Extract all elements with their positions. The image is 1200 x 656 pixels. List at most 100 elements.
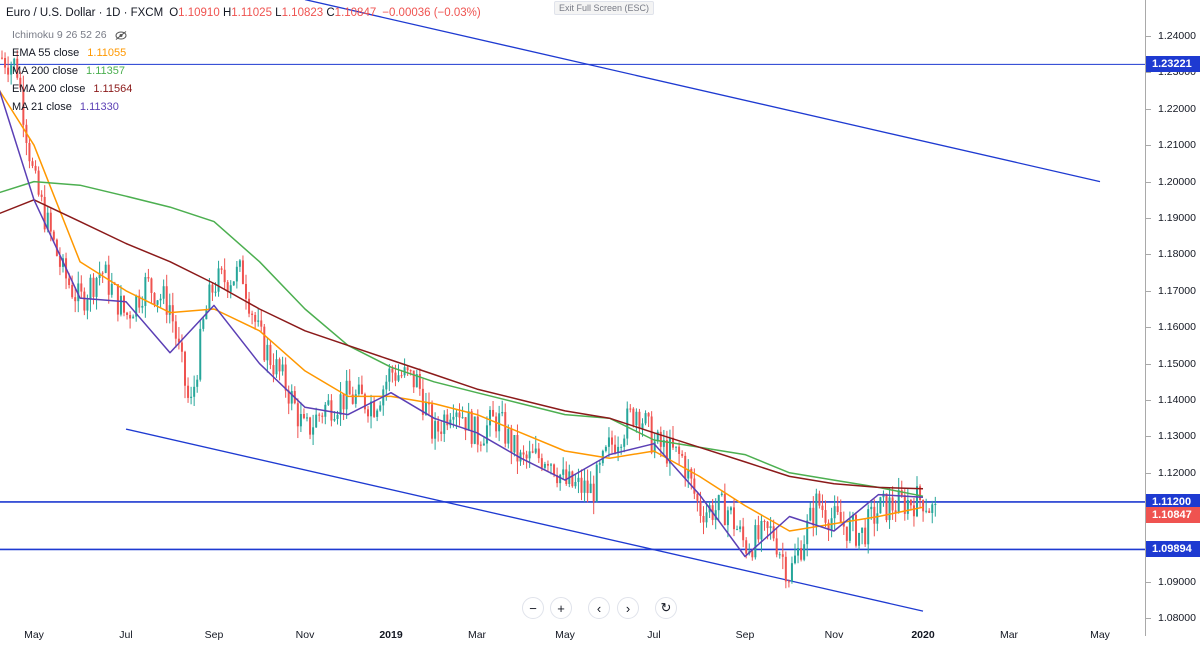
indicator-ma21[interactable]: MA 21 close 1.11330 xyxy=(12,98,132,116)
candle-body xyxy=(241,260,244,284)
time-axis[interactable]: May Jul Sep Nov 2019 Mar May Jul Sep Nov 2020 Mar Ma… xyxy=(0,620,1145,656)
candle-body xyxy=(104,264,107,273)
candle-body xyxy=(370,401,373,417)
candle-body xyxy=(827,522,830,530)
candle-body xyxy=(656,431,659,442)
zoom-in-button[interactable]: + xyxy=(550,597,572,619)
candle-body xyxy=(464,417,467,431)
moving-average-line xyxy=(0,199,924,490)
candle-body xyxy=(851,514,854,520)
candle-body xyxy=(4,57,7,68)
candle-body xyxy=(778,554,781,556)
candle-body xyxy=(583,480,586,493)
price-tick-mark xyxy=(1146,36,1151,37)
indicator-ma200[interactable]: MA 200 close 1.11357 xyxy=(12,62,132,80)
candle-body xyxy=(577,477,580,482)
trendline xyxy=(304,0,1101,183)
candle-body xyxy=(418,374,421,389)
candle-body xyxy=(550,464,552,466)
candle-body xyxy=(659,431,662,447)
candle-body xyxy=(31,161,34,166)
candle-body xyxy=(501,412,504,414)
candle-body xyxy=(693,478,696,494)
candle-body xyxy=(302,414,305,419)
candle-body xyxy=(586,480,589,494)
price-tick-mark xyxy=(1146,327,1151,329)
candle-body xyxy=(516,435,519,462)
candle-body xyxy=(376,410,379,417)
price-tick-label: 1.20000 xyxy=(1158,175,1196,188)
candle-body xyxy=(180,342,183,352)
candle-body xyxy=(614,444,617,453)
candle-body xyxy=(800,548,803,560)
candle-body xyxy=(833,506,836,519)
candle-body xyxy=(257,320,260,322)
candle-body xyxy=(415,374,418,388)
candle-body xyxy=(245,283,247,299)
candle-body xyxy=(607,437,610,447)
indicator-ichimoku[interactable]: Ichimoku 9 26 52 26 xyxy=(12,26,132,44)
candle-body xyxy=(891,497,894,511)
reset-chart-button[interactable]: ↻ xyxy=(655,597,677,619)
candle-body xyxy=(595,464,598,502)
candle-body xyxy=(781,554,784,557)
trendline xyxy=(125,428,924,612)
candle-body xyxy=(388,368,391,382)
scroll-back-button[interactable]: ‹ xyxy=(588,597,610,619)
candle-body xyxy=(275,359,278,375)
candle-body xyxy=(864,527,867,545)
time-tick-label: Nov xyxy=(295,629,315,641)
scroll-forward-button[interactable]: › xyxy=(617,597,639,619)
candle-body xyxy=(812,507,815,526)
candle-body xyxy=(647,413,650,417)
candle-body xyxy=(13,58,16,66)
indicator-ema200[interactable]: EMA 200 close 1.11564 xyxy=(12,80,132,98)
low-label: L xyxy=(275,7,282,19)
candle-body xyxy=(906,499,909,514)
time-tick-label: 2020 xyxy=(911,629,935,641)
candle-body xyxy=(394,372,397,381)
candle-body xyxy=(492,409,495,417)
candle-body xyxy=(726,510,729,526)
candle-body xyxy=(86,299,89,311)
price-tick-label: 1.14000 xyxy=(1158,394,1196,406)
price-axis[interactable]: 1.24000 1.23000 1.22000 1.21000 1.20000 1.190… xyxy=(1145,0,1200,636)
candle-body xyxy=(495,416,498,432)
price-tag: 1.10847 xyxy=(1146,506,1200,523)
candle-body xyxy=(153,292,156,305)
candle-body xyxy=(839,512,842,524)
candle-body xyxy=(894,510,897,513)
candle-body xyxy=(80,283,83,292)
zoom-out-button[interactable]: − xyxy=(522,597,544,619)
candle-body xyxy=(95,277,98,297)
candle-body xyxy=(888,497,891,521)
candle-body xyxy=(165,286,168,315)
candle-body xyxy=(34,165,37,171)
candle-body xyxy=(498,413,501,432)
candle-body xyxy=(77,283,80,302)
indicator-legend: Ichimoku 9 26 52 26 EMA 55 close 1.11055… xyxy=(12,26,132,116)
candle-body xyxy=(226,282,229,292)
open-label: O xyxy=(169,7,179,19)
candle-body xyxy=(870,506,873,510)
candle-body xyxy=(858,532,861,546)
candle-body xyxy=(650,416,653,453)
candle-body xyxy=(702,516,705,523)
indicator-ichimoku-label: Ichimoku 9 26 52 26 xyxy=(12,29,107,41)
indicator-ema55[interactable]: EMA 55 close 1.11055 xyxy=(12,44,132,62)
candle-body xyxy=(321,415,324,417)
candle-body xyxy=(110,284,113,295)
candle-body xyxy=(836,506,839,513)
candle-body xyxy=(632,408,635,426)
eye-slash-icon[interactable] xyxy=(115,30,127,40)
candle-body xyxy=(74,297,77,302)
candle-body xyxy=(589,483,592,494)
candle-body xyxy=(223,269,226,283)
price-chart[interactable] xyxy=(0,0,1145,620)
candle-body xyxy=(641,423,644,429)
candle-body xyxy=(571,471,574,487)
candle-body xyxy=(281,364,284,372)
time-tick-label: 2019 xyxy=(379,629,403,641)
exit-fullscreen-button[interactable]: Exit Full Screen (ESC) xyxy=(554,1,655,15)
